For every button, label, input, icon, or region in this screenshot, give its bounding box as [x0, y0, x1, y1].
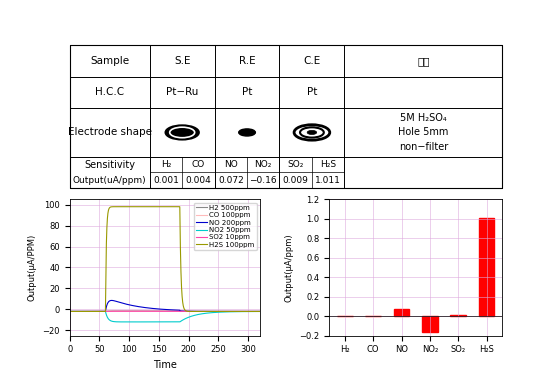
H2S 100ppm [233, 309, 239, 314]
Text: H.C.C: H.C.C [95, 87, 124, 97]
Text: Sample: Sample [90, 56, 129, 66]
H2 500ppm [148, 309, 155, 313]
Text: Pt: Pt [242, 87, 252, 97]
H2S 100ppm [136, 204, 142, 209]
H2 500ppm [88, 309, 95, 314]
NO 200ppm [257, 309, 263, 314]
H2S 100ppm [99, 309, 106, 314]
H2 500ppm [253, 309, 260, 314]
NO 200ppm [233, 309, 239, 314]
Ellipse shape [307, 130, 317, 135]
Text: 비고: 비고 [417, 56, 430, 66]
Text: SO₂: SO₂ [287, 160, 304, 169]
Ellipse shape [166, 126, 199, 139]
CO 100ppm [140, 309, 146, 314]
NO2 50ppm [257, 309, 263, 314]
Text: 0.072: 0.072 [218, 176, 244, 185]
Legend: H2 500ppm, CO 100ppm, NO 200ppm, NO2 50ppm, SO2 10ppm, H2S 100ppm: H2 500ppm, CO 100ppm, NO 200ppm, NO2 50p… [194, 203, 257, 250]
Ellipse shape [239, 129, 256, 136]
Line: NO 200ppm: NO 200ppm [70, 300, 260, 311]
NO 200ppm [253, 309, 260, 314]
H2 500ppm [257, 309, 263, 314]
H2 500ppm [66, 309, 73, 314]
NO 200ppm [88, 309, 95, 314]
CO 100ppm [66, 309, 73, 314]
H2S 100ppm [253, 309, 260, 314]
Text: CO: CO [192, 160, 205, 169]
H2 500ppm [99, 309, 106, 314]
Bar [394, 309, 410, 316]
Y-axis label: Output(μA/ppm): Output(μA/ppm) [285, 233, 294, 302]
Text: C.E: C.E [304, 56, 320, 66]
Text: NO: NO [224, 160, 238, 169]
NO2 50ppm [176, 320, 183, 324]
Text: 0.001: 0.001 [153, 176, 179, 185]
NO2 50ppm [148, 320, 155, 324]
NO 200ppm [108, 298, 115, 303]
Ellipse shape [294, 125, 330, 140]
Text: −0.16: −0.16 [249, 176, 277, 185]
Text: R.E: R.E [239, 56, 256, 66]
Text: Pt−Ru: Pt−Ru [166, 87, 199, 97]
NO2 50ppm [99, 309, 106, 314]
NO2 50ppm [66, 309, 73, 314]
H2 500ppm [140, 309, 146, 313]
Line: NO2 50ppm: NO2 50ppm [70, 311, 260, 322]
NO2 50ppm [140, 320, 146, 324]
Ellipse shape [300, 127, 324, 138]
NO 200ppm [99, 309, 106, 314]
H2S 100ppm [88, 309, 95, 314]
H2 500ppm [233, 309, 239, 314]
H2 500ppm [176, 309, 183, 313]
Line: H2S 100ppm: H2S 100ppm [70, 207, 260, 311]
SO2 10ppm [257, 309, 263, 314]
CO 100ppm [233, 309, 239, 314]
Text: 1.011: 1.011 [315, 176, 341, 185]
Y-axis label: Output(μA/PPM): Output(μA/PPM) [28, 234, 37, 301]
CO 100ppm [176, 309, 183, 314]
CO 100ppm [257, 309, 263, 314]
H2S 100ppm [257, 309, 263, 314]
CO 100ppm [148, 309, 155, 314]
SO2 10ppm [66, 309, 73, 314]
H2S 100ppm [66, 309, 73, 314]
NO2 50ppm [88, 309, 95, 314]
SO2 10ppm [88, 309, 95, 314]
Text: Electrode shape: Electrode shape [68, 127, 152, 138]
Bar [450, 315, 466, 316]
H2S 100ppm [148, 204, 155, 209]
SO2 10ppm [99, 309, 106, 314]
Text: 0.004: 0.004 [185, 176, 211, 185]
NO 200ppm [66, 309, 73, 314]
SO2 10ppm [176, 309, 183, 314]
NO2 50ppm [253, 309, 260, 314]
SO2 10ppm [140, 309, 146, 314]
SO2 10ppm [233, 309, 239, 314]
NO2 50ppm [233, 310, 239, 314]
SO2 10ppm [253, 309, 260, 314]
Text: 5M H₂SO₄
Hole 5mm
non−filter: 5M H₂SO₄ Hole 5mm non−filter [398, 113, 449, 152]
Text: H₂: H₂ [161, 160, 171, 169]
Bar [479, 218, 494, 316]
H2S 100ppm [140, 204, 146, 209]
CO 100ppm [253, 309, 260, 314]
NO 200ppm [140, 305, 146, 310]
Text: Pt: Pt [307, 87, 317, 97]
NO 200ppm [148, 306, 155, 311]
Text: Sensitivity: Sensitivity [84, 159, 135, 170]
Text: Output(uA/ppm): Output(uA/ppm) [73, 176, 147, 185]
X-axis label: Time: Time [153, 360, 177, 370]
Text: 0.009: 0.009 [283, 176, 309, 185]
CO 100ppm [88, 309, 95, 314]
Text: NO₂: NO₂ [254, 160, 272, 169]
SO2 10ppm [148, 309, 155, 314]
Bar [422, 316, 437, 332]
Text: S.E: S.E [174, 56, 190, 66]
CO 100ppm [99, 309, 106, 314]
Text: H₂S: H₂S [320, 160, 336, 169]
